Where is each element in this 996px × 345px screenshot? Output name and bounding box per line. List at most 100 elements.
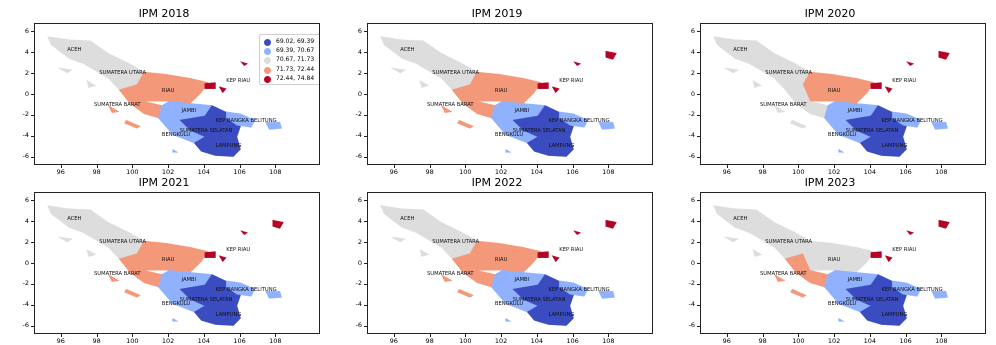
y-tick-label: 6 — [690, 195, 695, 204]
region-label-lampung: LAMPUNG — [881, 143, 908, 150]
x-tick-label: 108 — [269, 168, 282, 176]
y-tick-mark — [31, 94, 34, 95]
y-tick-mark — [31, 263, 34, 264]
y-tick-label: 4 — [690, 216, 695, 225]
x-tick-label: 98 — [758, 168, 767, 176]
x-tick-label: 96 — [389, 337, 398, 345]
province-shape-kepri — [537, 82, 549, 89]
x-tick-mark — [572, 334, 574, 337]
province-shape-sumut — [752, 79, 763, 88]
y-tick-mark — [697, 73, 700, 75]
map-axes: ACEH SUMATERA UTARA RIAU KEP RIAU SUMATERA B… — [34, 23, 320, 165]
y-tick-label: -6 — [22, 321, 29, 330]
x-tick-label: 106 — [566, 337, 579, 345]
y-tick-mark — [697, 114, 700, 116]
x-tick-label: 108 — [935, 168, 948, 176]
x-tick-mark — [869, 334, 871, 337]
province-shape-kepri — [938, 219, 950, 229]
x-tick-mark — [393, 334, 395, 337]
x-tick-mark — [941, 334, 943, 337]
x-tick-label: 106 — [899, 337, 912, 345]
province-shape-sumbar — [124, 288, 141, 298]
province-shape-babel — [892, 111, 922, 128]
region-label-riau: RIAU — [827, 87, 841, 94]
province-shape-sumut — [86, 248, 97, 257]
x-tick-mark — [762, 165, 764, 168]
x-tick-mark — [536, 334, 538, 337]
x-tick-label: 100 — [126, 337, 139, 345]
x-tick-mark — [798, 334, 800, 337]
x-tick-label: 96 — [722, 168, 731, 176]
x-tick-mark — [275, 165, 277, 168]
legend-swatch — [264, 66, 271, 74]
x-tick-label: 100 — [126, 168, 139, 176]
region-label-jambi: JAMBI — [181, 107, 197, 114]
y-tick-mark — [364, 242, 367, 244]
x-tick-label: 108 — [602, 337, 615, 345]
y-tick-label: 2 — [24, 68, 29, 77]
region-label-riau: RIAU — [161, 87, 175, 94]
x-tick-label: 98 — [425, 168, 434, 176]
y-tick-label: -2 — [22, 279, 29, 288]
region-label-sumut: SUMATERA UTARA — [765, 239, 813, 246]
province-shape-bengkulu — [505, 317, 512, 322]
province-shape-kepri — [906, 61, 915, 67]
x-tick-label: 96 — [56, 337, 65, 345]
x-tick-mark — [239, 334, 241, 337]
region-label-sumsel: SUMATERA SELATAN — [512, 127, 566, 134]
map-panel: IPM 2021 ACEH SUMATERA UTARA RIAU KEP RIAU SU… — [0, 174, 328, 345]
y-tick-mark — [364, 283, 367, 285]
region-label-kepri: KEP RIAU — [892, 78, 917, 85]
region-label-sumbar: SUMATERA BARAT — [94, 102, 141, 109]
legend-label: 69.02, 69.39 — [276, 38, 315, 45]
map-svg — [713, 205, 950, 326]
region-label-sumut: SUMATERA UTARA — [432, 239, 480, 246]
map-svg — [47, 205, 284, 326]
y-tick-mark — [697, 200, 700, 202]
x-tick-mark — [726, 334, 728, 337]
province-shape-lampung — [526, 305, 574, 326]
x-tick-label: 102 — [161, 168, 175, 176]
region-label-babel: KEP BANGKA BELITUNG — [215, 287, 277, 294]
x-tick-label: 104 — [863, 168, 876, 176]
region-label-riau: RIAU — [161, 256, 175, 263]
region-label-kepri: KEP RIAU — [226, 247, 251, 254]
legend: 69.02, 69.39 69.39, 70.67 70.67, 71.73 71.7… — [259, 34, 319, 85]
region-label-sumsel: SUMATERA SELATAN — [845, 127, 899, 134]
y-tick-mark — [697, 242, 700, 244]
x-tick-label: 102 — [161, 337, 175, 345]
x-tick-mark — [275, 334, 277, 337]
x-tick-label: 106 — [566, 168, 579, 176]
map-svg — [380, 36, 617, 157]
y-tick-mark — [364, 156, 367, 158]
province-shape-sumbar — [790, 288, 807, 298]
province-shape-kepri — [906, 230, 915, 236]
region-label-lampung: LAMPUNG — [548, 312, 575, 319]
province-shape-aceh — [58, 67, 74, 74]
x-tick-label: 100 — [459, 168, 472, 176]
x-tick-label: 108 — [602, 168, 615, 176]
province-shape-sumsel — [845, 105, 907, 142]
province-shape-aceh — [391, 67, 407, 74]
panel-title: IPM 2022 — [471, 176, 523, 189]
province-shape-sumbar — [440, 273, 453, 283]
region-label-babel: KEP BANGKA BELITUNG — [215, 118, 277, 125]
region-label-bengkulu: BENGKULU — [494, 131, 524, 138]
region-label-lampung: LAMPUNG — [215, 143, 242, 150]
province-shape-sumbar — [773, 104, 786, 114]
legend-label: 69.39, 70.67 — [276, 47, 315, 55]
x-tick-label: 98 — [758, 337, 767, 345]
x-tick-mark — [762, 334, 764, 337]
region-label-aceh: ACEH — [400, 216, 415, 223]
y-tick-label: 6 — [24, 195, 29, 204]
x-tick-mark — [465, 334, 467, 337]
province-shape-sumut — [86, 79, 97, 88]
map-panel: IPM 2019 ACEH SUMATERA UTARA RIAU KEP RIAU SU… — [333, 5, 661, 176]
region-label-bengkulu: BENGKULU — [161, 131, 191, 138]
x-tick-mark — [60, 165, 62, 168]
province-shape-babel — [559, 111, 589, 128]
x-tick-mark — [608, 165, 610, 168]
y-tick-label: -4 — [355, 131, 362, 140]
y-tick-mark — [364, 52, 367, 54]
y-tick-mark — [364, 263, 367, 264]
